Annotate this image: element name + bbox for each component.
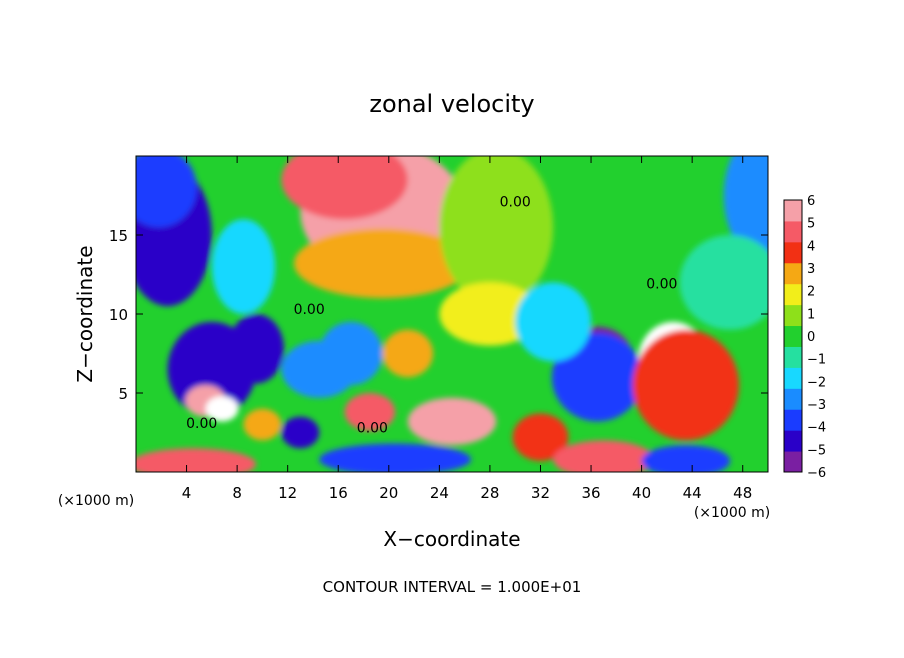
- colorbar-tick-label: −1: [807, 353, 826, 368]
- field-blob: [632, 329, 739, 441]
- field-blob: [551, 332, 643, 422]
- colorbar-tick-label: −3: [807, 398, 826, 413]
- field-blob: [319, 443, 471, 472]
- colorbar-tick-label: 2: [807, 285, 815, 300]
- colorbar-swatch: [784, 451, 802, 473]
- contour-interval-footer: CONTOUR INTERVAL = 1.000E+01: [323, 578, 582, 596]
- x-axis-label: X−coordinate: [383, 527, 520, 551]
- x-tick-label: 36: [581, 484, 600, 502]
- colorbar-swatch: [784, 304, 802, 327]
- field-blob: [723, 156, 768, 259]
- x-tick-label: 44: [683, 484, 702, 502]
- field-blob: [281, 156, 408, 220]
- field-blob: [294, 228, 471, 299]
- x-tick-label: 40: [632, 484, 651, 502]
- colorbar-tick-label: −5: [807, 443, 826, 458]
- field-blob: [319, 321, 383, 386]
- colorbar-swatch: [784, 409, 802, 431]
- contour-labels: 0.00 0.00 0.00 0.00 0.00: [186, 195, 677, 437]
- colorbar-swatch: [784, 430, 802, 452]
- colorbar-swatch: [784, 262, 802, 285]
- contour-label: 0.00: [294, 302, 325, 318]
- field-blob: [382, 329, 434, 378]
- colorbar-tick-label: −6: [807, 466, 826, 481]
- colorbar: 6 5 4 3 2 1 0 −1 −2 −3 −4 −5 −6: [783, 194, 826, 481]
- x-tick-label: 32: [531, 484, 550, 502]
- x-axis: 4 8 12 16 20 24 28 32 36 40 44 48: [182, 156, 752, 502]
- colorbar-tick-label: 4: [807, 239, 815, 254]
- colorbar-swatch: [784, 388, 802, 410]
- x-tick-label: 24: [430, 484, 449, 502]
- y-tick-label: 15: [109, 227, 128, 245]
- colorbar-swatch: [784, 200, 802, 222]
- x-unit-label-right: (×1000 m): [694, 505, 770, 521]
- x-tick-label: 12: [278, 484, 297, 502]
- field-blob: [211, 219, 276, 314]
- x-tick-label: 8: [232, 484, 242, 502]
- contour-label: 0.00: [646, 277, 677, 293]
- y-axis-label: Z−coordinate: [73, 245, 97, 382]
- colorbar-swatch: [784, 241, 802, 264]
- field-blob: [243, 408, 282, 441]
- y-tick-label: 10: [109, 306, 128, 324]
- field-blob: [512, 413, 569, 461]
- colorbar-tick-label: 0: [807, 330, 815, 345]
- colorbar-swatch: [784, 325, 802, 347]
- field-blob: [205, 396, 239, 422]
- x-tick-label: 48: [733, 484, 752, 502]
- field-blob: [136, 448, 257, 472]
- x-tick-label: 4: [182, 484, 192, 502]
- contour-label: 0.00: [357, 421, 388, 437]
- field-blob: [439, 282, 541, 346]
- field-blob: [679, 235, 768, 330]
- y-axis: 5 10 15: [109, 227, 768, 403]
- colorbar-tick-label: 1: [807, 307, 815, 322]
- colorbar-frame: [783, 199, 803, 473]
- colorbar-tick-label: 6: [807, 194, 815, 209]
- field-blob: [407, 397, 497, 446]
- colorbar-tick-label: −2: [807, 375, 826, 390]
- colorbar-swatch: [784, 283, 802, 306]
- contour-label: 0.00: [186, 416, 217, 432]
- field-blob: [228, 314, 284, 384]
- colorbar-tick-label: 3: [807, 262, 815, 277]
- contour-label: 0.00: [500, 195, 531, 211]
- field-blob: [344, 393, 396, 431]
- chart-title: zonal velocity: [369, 90, 534, 118]
- colorbar-swatch: [784, 346, 802, 368]
- colorbar-tick-label: −4: [807, 421, 826, 436]
- x-tick-label: 28: [480, 484, 499, 502]
- field-blob: [281, 416, 320, 449]
- colorbar-swatch: [784, 220, 802, 243]
- field-blobs: [136, 156, 768, 472]
- field-blob: [439, 156, 554, 307]
- y-tick-label: 5: [118, 385, 128, 403]
- colorbar-tick-label: 5: [807, 217, 815, 232]
- field-blob: [553, 440, 655, 472]
- field-blob: [136, 156, 197, 228]
- colorbar-swatch: [784, 367, 802, 389]
- field-blob: [515, 282, 592, 362]
- x-tick-label: 16: [329, 484, 348, 502]
- velocity-field: [136, 156, 768, 472]
- x-unit-label-left: (×1000 m): [58, 493, 134, 509]
- field-blob: [641, 445, 731, 472]
- x-tick-label: 20: [379, 484, 398, 502]
